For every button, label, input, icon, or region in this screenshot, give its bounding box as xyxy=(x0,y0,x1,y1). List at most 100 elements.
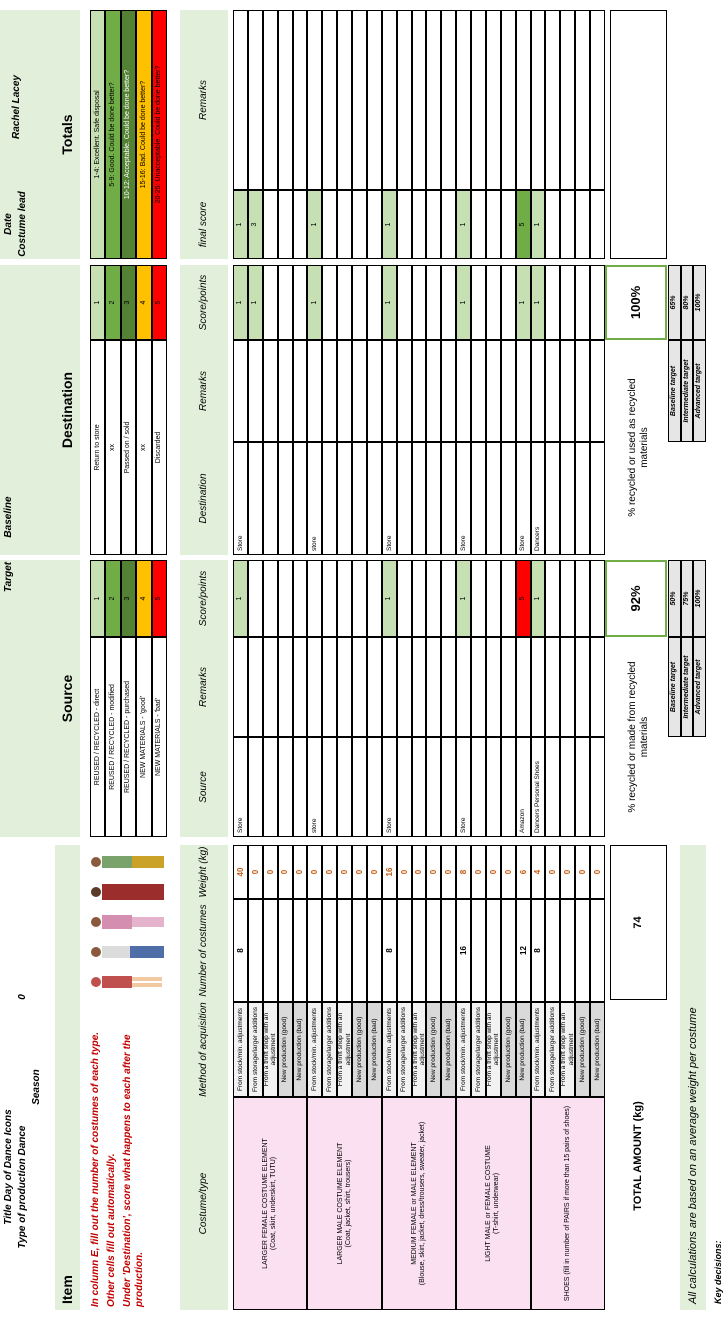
column-header: Source xyxy=(198,771,210,803)
destination xyxy=(471,442,486,555)
number xyxy=(337,899,353,1002)
source-remarks xyxy=(411,637,427,737)
final-score xyxy=(560,190,576,259)
destination-remarks xyxy=(396,340,412,442)
destination-score: 1 xyxy=(307,265,323,340)
remarks xyxy=(277,10,293,190)
legend-label: xx xyxy=(105,340,121,555)
source-score xyxy=(352,560,367,637)
source-remarks xyxy=(575,637,591,737)
costume-type: LARGER MALE COSTUME ELEMENT (Coat, jacket… xyxy=(307,1097,382,1310)
legend-score: 5 xyxy=(151,560,167,637)
destination-score xyxy=(277,265,293,340)
remarks xyxy=(500,10,516,190)
legend-score: 4 xyxy=(136,265,152,340)
instruction: Other cells fill out automatically. xyxy=(106,1153,117,1307)
source-remarks xyxy=(277,637,293,737)
weight: 0 xyxy=(441,845,457,899)
method: From storage/larger additions xyxy=(322,1002,338,1097)
number xyxy=(366,899,382,1002)
remarks xyxy=(322,10,338,190)
method: From storage/larger additions xyxy=(247,1002,263,1097)
weight: 0 xyxy=(292,845,308,899)
destination: Store xyxy=(515,442,531,555)
legend-score: 1 xyxy=(90,265,106,340)
weight: 0 xyxy=(277,845,293,899)
final-score xyxy=(322,190,338,259)
number xyxy=(545,899,561,1002)
method: From a thrift shop with an adjustment xyxy=(560,1002,576,1097)
number: 8 xyxy=(381,899,397,1002)
column-header: Weight (kg) xyxy=(198,846,210,898)
costume-lead-label: Costume lead xyxy=(17,191,29,257)
destination-score: 1 xyxy=(381,265,397,340)
destination-score xyxy=(426,265,442,340)
destination-score xyxy=(411,265,427,340)
final-score xyxy=(485,190,501,259)
legend-label: xx xyxy=(136,340,152,555)
method: New production (good) xyxy=(426,1002,442,1097)
footer-note: All calculations are based on an average… xyxy=(686,1007,699,1304)
source-score xyxy=(411,560,427,637)
source-remarks xyxy=(307,637,323,737)
source xyxy=(426,737,442,837)
destination-remarks xyxy=(366,340,382,442)
source-score xyxy=(247,560,263,637)
method: From storage/larger additions xyxy=(545,1002,561,1097)
number xyxy=(396,899,412,1002)
destination-score xyxy=(590,265,605,340)
section-item: Item xyxy=(59,1275,76,1304)
method: From stock/min. adjustments xyxy=(307,1002,323,1097)
destination xyxy=(396,442,412,555)
weight: 0 xyxy=(426,845,442,899)
weight: 0 xyxy=(337,845,353,899)
costume-text: (Coat, skirt, underskirt, TUTU) xyxy=(270,1156,278,1251)
column-header: Costume/type xyxy=(198,1172,210,1235)
destination-score xyxy=(471,265,486,340)
method: New production (bad) xyxy=(292,1002,308,1097)
destination-remarks xyxy=(560,340,576,442)
destination-remarks xyxy=(277,340,293,442)
source-score xyxy=(322,560,338,637)
destination-remarks xyxy=(545,340,561,442)
destination-score: 1 xyxy=(515,265,531,340)
destination-score xyxy=(366,265,382,340)
baseline: Baseline xyxy=(3,496,15,538)
column-header: Score/points xyxy=(198,570,210,627)
source-remarks xyxy=(292,637,308,737)
final-score xyxy=(292,190,308,259)
source-remarks xyxy=(590,637,605,737)
weight: 0 xyxy=(545,845,561,899)
source xyxy=(277,737,293,837)
weight: 0 xyxy=(307,845,323,899)
destination-remarks xyxy=(530,340,546,442)
destination: Store xyxy=(233,442,248,555)
method: From stock/min. adjustments xyxy=(530,1002,546,1097)
final-score xyxy=(545,190,561,259)
source: Dancers Personal Shoes xyxy=(530,737,546,837)
weight: 0 xyxy=(411,845,427,899)
method: New production (good) xyxy=(500,1002,516,1097)
legend-score: 4 xyxy=(136,560,152,637)
costume-text: (Coat, jacket, shirt, trousers) xyxy=(344,1159,352,1248)
destination: Dancers xyxy=(530,442,546,555)
number xyxy=(262,899,278,1002)
source-remarks xyxy=(247,637,263,737)
remarks xyxy=(530,10,546,190)
method: New production (bad) xyxy=(441,1002,457,1097)
destination-remarks xyxy=(247,340,263,442)
source-remarks xyxy=(545,637,561,737)
final-score xyxy=(426,190,442,259)
destination xyxy=(292,442,308,555)
destination xyxy=(366,442,382,555)
weight: 0 xyxy=(590,845,605,899)
costume-text: LIGHT MALE or FEMALE COSTUME xyxy=(485,1145,493,1262)
method: From a thrift shop with an adjustment xyxy=(411,1002,427,1097)
weight: 4 xyxy=(530,845,546,899)
source-score xyxy=(485,560,501,637)
method: From a thrift shop with an adjustment xyxy=(262,1002,278,1097)
destination-remarks xyxy=(426,340,442,442)
target-value: 80% xyxy=(680,265,693,340)
number xyxy=(575,899,591,1002)
costume-type: MEDIUM FEMALE or MALE ELEMENT (Blouse, sk… xyxy=(381,1097,457,1310)
